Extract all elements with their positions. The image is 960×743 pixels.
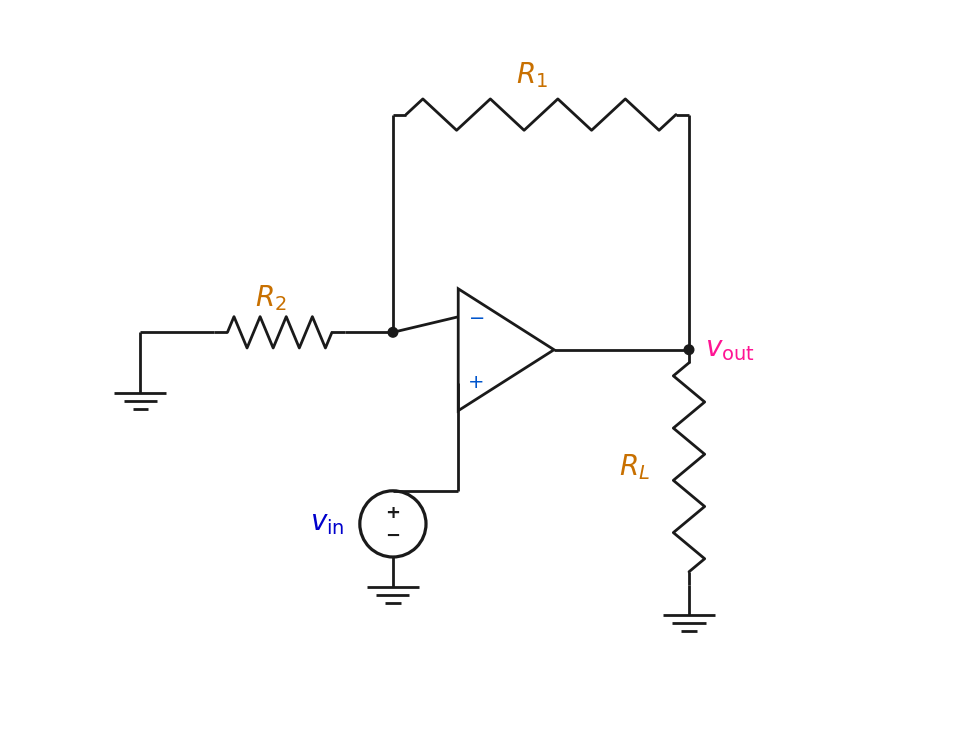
Text: $v_{\rm out}$: $v_{\rm out}$ <box>705 337 755 363</box>
Text: $+$: $+$ <box>468 373 484 392</box>
Text: +: + <box>385 504 400 522</box>
Text: $v_{\rm in}$: $v_{\rm in}$ <box>310 510 344 537</box>
Circle shape <box>388 328 397 337</box>
Text: −: − <box>385 527 400 545</box>
Text: $R_1$: $R_1$ <box>516 60 548 90</box>
Text: $R_L$: $R_L$ <box>619 452 650 482</box>
Circle shape <box>684 345 694 354</box>
Text: $-$: $-$ <box>468 308 484 326</box>
Text: $R_2$: $R_2$ <box>255 283 287 313</box>
